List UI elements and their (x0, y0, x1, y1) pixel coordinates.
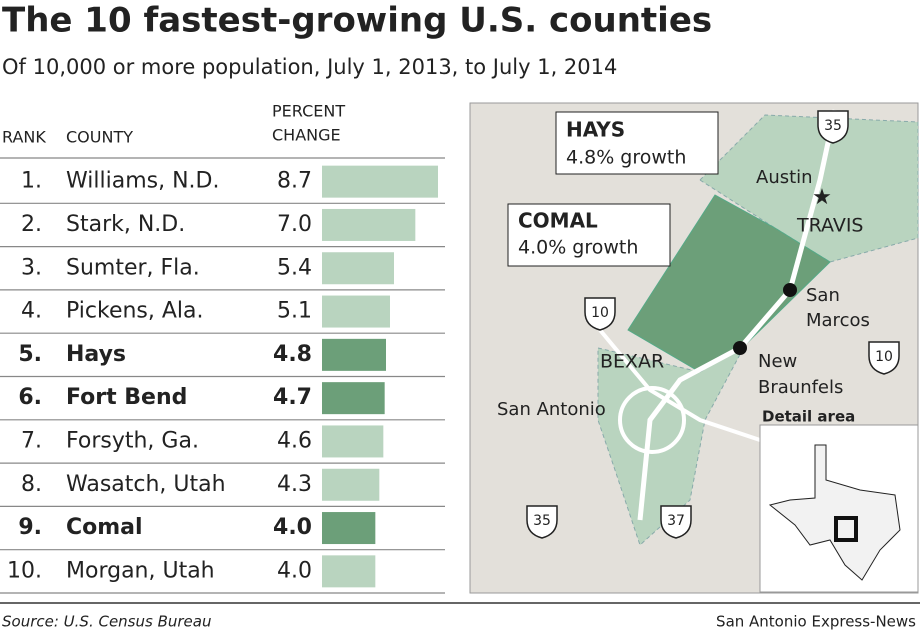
bar (322, 252, 394, 285)
county: Fort Bend (66, 385, 187, 410)
map: ★ HAYS 4.8% growth COMAL 4.0% growth Aus… (469, 102, 919, 594)
city-dot (783, 283, 797, 297)
map-label: COMAL (518, 209, 598, 233)
highway-shield (584, 297, 616, 331)
county: Pickens, Ala. (66, 299, 204, 324)
subtitle: Of 10,000 or more population, July 1, 20… (2, 55, 617, 79)
value-label: 4.6 (277, 428, 312, 453)
rank: 5. (18, 342, 42, 367)
detail-box (834, 516, 858, 542)
county: Hays (66, 342, 126, 367)
city-dot (733, 341, 747, 355)
county: Forsyth, Ga. (66, 428, 199, 453)
map-label: Detail area (762, 408, 855, 426)
bar (322, 208, 416, 241)
highway-shield (526, 505, 558, 539)
header-change: PERCENT (272, 102, 345, 121)
source: Source: U.S. Census Bureau (2, 613, 211, 631)
header-rank: RANK (2, 128, 46, 147)
texas (768, 444, 901, 581)
rank: 6. (18, 385, 42, 410)
header-change: CHANGE (272, 126, 341, 145)
austin-star: ★ (812, 185, 832, 210)
credit: San Antonio Express-News (716, 613, 916, 631)
highway-shield (660, 505, 692, 539)
rank: 3. (21, 255, 42, 280)
map-label: 4.0% growth (518, 237, 638, 259)
road (598, 328, 761, 442)
rank: 7. (21, 428, 42, 453)
highway-number: 35 (824, 118, 842, 134)
value-label: 4.0 (277, 558, 312, 583)
value-label: 4.3 (277, 472, 312, 497)
highway-number: 35 (533, 513, 551, 529)
highway-number: 10 (591, 305, 609, 321)
value-label: 5.4 (277, 255, 312, 280)
map-label: San Antonio (497, 399, 606, 420)
highway-number: 10 (875, 349, 893, 365)
bar (322, 555, 376, 588)
map-label: Austin (756, 167, 813, 188)
bar (322, 468, 380, 501)
county: Wasatch, Utah (66, 472, 226, 497)
travis-county (699, 114, 919, 263)
header-county: COUNTY (66, 128, 133, 147)
value-label: 7.0 (277, 212, 312, 237)
highway-shield (817, 110, 849, 144)
bar (322, 382, 385, 415)
value-label: 4.7 (273, 385, 312, 410)
callout (507, 203, 671, 267)
table: 1. Williams, N.D. 8.7 2. Stark, N.D. 7.0 3. Sum… (0, 165, 445, 594)
rank: 2. (21, 212, 42, 237)
map-label: Marcos (806, 310, 870, 331)
county: Morgan, Utah (66, 558, 215, 583)
map-label: New (758, 351, 797, 372)
rank: 1. (21, 169, 42, 194)
bar (322, 425, 384, 458)
map-label: TRAVIS (796, 215, 863, 237)
bar (322, 165, 438, 198)
rank: 8. (21, 472, 42, 497)
map-label: Braunfels (758, 377, 843, 398)
rank: 10. (7, 558, 42, 583)
county: Sumter, Fla. (66, 255, 200, 280)
county: Williams, N.D. (66, 169, 219, 194)
rank: 4. (21, 299, 42, 324)
value-label: 4.8 (273, 342, 312, 367)
loop (618, 386, 686, 454)
county: Comal (66, 515, 143, 540)
callout (555, 111, 719, 175)
bar (322, 512, 376, 545)
highway-shield (868, 341, 900, 375)
value-label: 5.1 (277, 299, 312, 324)
highway-number: 37 (667, 513, 685, 529)
value-label: 4.0 (273, 515, 312, 540)
title: The 10 fastest-growing U.S. counties (2, 1, 712, 41)
value-label: 8.7 (277, 169, 312, 194)
county: Stark, N.D. (66, 212, 185, 237)
bar (322, 338, 386, 371)
map-label: 4.8% growth (566, 147, 686, 169)
bar (322, 295, 390, 328)
map-label: BEXAR (600, 351, 664, 373)
map-label: HAYS (566, 118, 625, 142)
rank: 9. (18, 515, 42, 540)
map-label: San (806, 285, 840, 306)
